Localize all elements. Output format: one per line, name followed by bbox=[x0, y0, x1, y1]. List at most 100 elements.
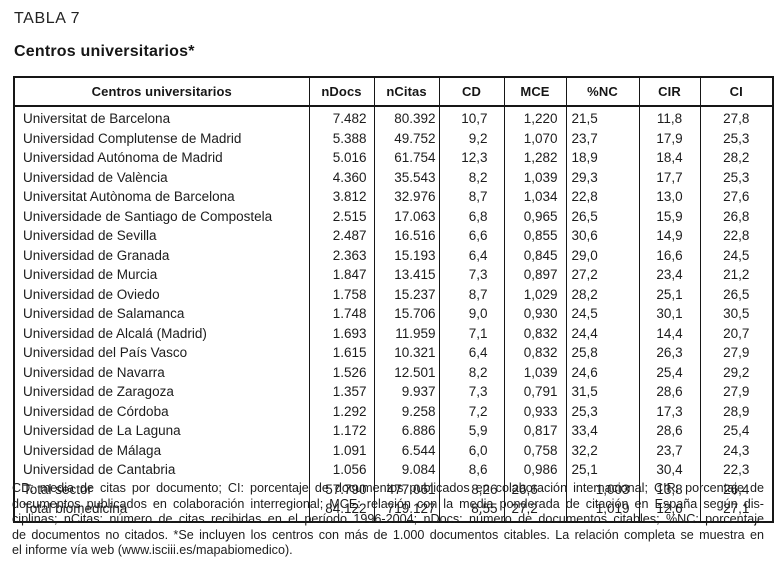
column-header-ndocs: nDocs bbox=[308, 77, 375, 107]
table-row: Universitat Autònoma de Barcelona 3.812 32… bbox=[13, 187, 774, 207]
cell-name: Universidad de Navarra bbox=[13, 362, 310, 382]
cell-nc: 24,4 bbox=[565, 323, 640, 343]
table-row: Universidad de Murcia 1.847 13.415 7,3 0,897… bbox=[13, 265, 774, 285]
cell-nc: 26,5 bbox=[565, 206, 640, 226]
column-header-centros: Centros universitarios bbox=[13, 77, 310, 107]
cell-name: Universidad de Alcalá (Madrid) bbox=[13, 323, 310, 343]
cell-ncitas: 80.392 bbox=[373, 106, 440, 129]
cell-nc: 21,5 bbox=[565, 106, 640, 129]
cell-nc: 32,2 bbox=[565, 440, 640, 460]
cell-nc: 22,8 bbox=[565, 187, 640, 207]
cell-name: Universidad de Salamanca bbox=[13, 304, 310, 324]
cell-name: Universitat Autònoma de Barcelona bbox=[13, 187, 310, 207]
cell-name: Universitat de Barcelona bbox=[13, 106, 310, 129]
cell-name: Universidade de Santiago de Compostela bbox=[13, 206, 310, 226]
cell-ci: 25,3 bbox=[699, 167, 774, 187]
cell-ncitas: 35.543 bbox=[373, 167, 440, 187]
cell-ncitas: 15.237 bbox=[373, 284, 440, 304]
cell-ci: 27,1 bbox=[699, 499, 774, 522]
table-title: TABLA 7 bbox=[14, 10, 81, 27]
cell-ci: 26,4 bbox=[699, 479, 774, 499]
cell-name: Universidad de Córdoba bbox=[13, 401, 310, 421]
cell-ci: 21,2 bbox=[699, 265, 774, 285]
table-row: Universidad de Córdoba 1.292 9.258 7,2 0,933… bbox=[13, 401, 774, 421]
cell-ci: 27,8 bbox=[699, 106, 774, 129]
table-row: Universidad de València 4.360 35.543 8,2 1,0… bbox=[13, 167, 774, 187]
cell-nc: 33,4 bbox=[565, 421, 640, 441]
cell-cir: 30,1 bbox=[638, 304, 701, 324]
cell-cd: 7,3 bbox=[438, 265, 505, 285]
cell-ci: 28,2 bbox=[699, 148, 774, 168]
footnote-line: el informe vía web (www.isciii.es/mapabi… bbox=[12, 543, 293, 558]
cell-cd: 8,55 bbox=[438, 499, 505, 522]
table-row: Total biomedicina 84.122 719.127 8,55 27,2 1,… bbox=[13, 499, 774, 522]
cell-nc: 23,7 bbox=[565, 128, 640, 148]
column-header-cd: CD bbox=[438, 77, 505, 107]
cell-ndocs: 1.748 bbox=[308, 304, 375, 324]
table-row: Universidad de Alcalá (Madrid) 1.693 11.95… bbox=[13, 323, 774, 343]
cell-ncitas: 15.193 bbox=[373, 245, 440, 265]
footnote-line: documentos publicados en colaboración in… bbox=[12, 496, 764, 511]
cell-cd: 8,26 bbox=[438, 479, 505, 499]
cell-ndocs: 1.091 bbox=[308, 440, 375, 460]
cell-cir: 14,4 bbox=[638, 323, 701, 343]
cell-mce: 26,6 bbox=[503, 479, 567, 499]
cell-nc: 29,0 bbox=[565, 245, 640, 265]
cell-ndocs: 2.487 bbox=[308, 226, 375, 246]
cell-mce: 1,039 bbox=[503, 167, 567, 187]
cell-mce: 0,986 bbox=[503, 460, 567, 480]
cell-cd: 9,0 bbox=[438, 304, 505, 324]
cell-cir: 28,6 bbox=[638, 382, 701, 402]
table-row: Universidade de Santiago de Compostela 2.… bbox=[13, 206, 774, 226]
cell-cd: 8,7 bbox=[438, 284, 505, 304]
table-row: Universidad de Málaga 1.091 6.544 6,0 0,758 3… bbox=[13, 440, 774, 460]
footnote-line: de documentos no citados. *Se incluyen l… bbox=[12, 527, 764, 542]
cell-name: Universidad de Cantabria bbox=[13, 460, 310, 480]
table-row: Universidad de Salamanca 1.748 15.706 9,0 0,… bbox=[13, 304, 774, 324]
cell-ncitas: 11.959 bbox=[373, 323, 440, 343]
cell-ncitas: 6.886 bbox=[373, 421, 440, 441]
cell-cir: 17,7 bbox=[638, 167, 701, 187]
cell-cir: 14,9 bbox=[638, 226, 701, 246]
cell-ci: 22,8 bbox=[699, 226, 774, 246]
column-header-ci: CI bbox=[699, 77, 774, 107]
cell-cd: 7,3 bbox=[438, 382, 505, 402]
table-row: Total sector 57.790 477.061 8,26 26,6 1,003 13… bbox=[13, 479, 774, 499]
cell-mce: 1,034 bbox=[503, 187, 567, 207]
cell-mce: 0,855 bbox=[503, 226, 567, 246]
cell-mce: 27,2 bbox=[503, 499, 567, 522]
cell-name: Universidad del País Vasco bbox=[13, 343, 310, 363]
cell-ncitas: 9.084 bbox=[373, 460, 440, 480]
table-row: Universidad de Navarra 1.526 12.501 8,2 1,03… bbox=[13, 362, 774, 382]
cell-name: Universidad de Granada bbox=[13, 245, 310, 265]
footnote-line: CD: media de citas por documento; CI: po… bbox=[12, 481, 764, 495]
cell-mce: 0,791 bbox=[503, 382, 567, 402]
cell-name: Universidad de Zaragoza bbox=[13, 382, 310, 402]
cell-nc: 31,5 bbox=[565, 382, 640, 402]
table-row: Universidad de Zaragoza 1.357 9.937 7,3 0,79… bbox=[13, 382, 774, 402]
cell-ndocs: 1.292 bbox=[308, 401, 375, 421]
cell-cir: 16,6 bbox=[638, 245, 701, 265]
cell-ncitas: 9.258 bbox=[373, 401, 440, 421]
cell-ci: 20,7 bbox=[699, 323, 774, 343]
cell-ci: 28,9 bbox=[699, 401, 774, 421]
cell-ndocs: 7.482 bbox=[308, 106, 375, 129]
cell-cd: 7,2 bbox=[438, 401, 505, 421]
cell-ndocs: 1.693 bbox=[308, 323, 375, 343]
cell-ndocs: 1.615 bbox=[308, 343, 375, 363]
cell-ncitas: 6.544 bbox=[373, 440, 440, 460]
cell-mce: 0,965 bbox=[503, 206, 567, 226]
cell-nc: 24,6 bbox=[565, 362, 640, 382]
cell-nc: 25,8 bbox=[565, 343, 640, 363]
cell-nc: 25,3 bbox=[565, 401, 640, 421]
cell-ci: 22,3 bbox=[699, 460, 774, 480]
column-header-mce: MCE bbox=[503, 77, 567, 107]
cell-nc: 27,2 bbox=[565, 265, 640, 285]
cell-ncitas: 719.127 bbox=[373, 499, 440, 522]
cell-cd: 8,7 bbox=[438, 187, 505, 207]
cell-mce: 0,758 bbox=[503, 440, 567, 460]
cell-mce: 1,220 bbox=[503, 106, 567, 129]
cell-ndocs: 1.172 bbox=[308, 421, 375, 441]
cell-nc: 29,3 bbox=[565, 167, 640, 187]
